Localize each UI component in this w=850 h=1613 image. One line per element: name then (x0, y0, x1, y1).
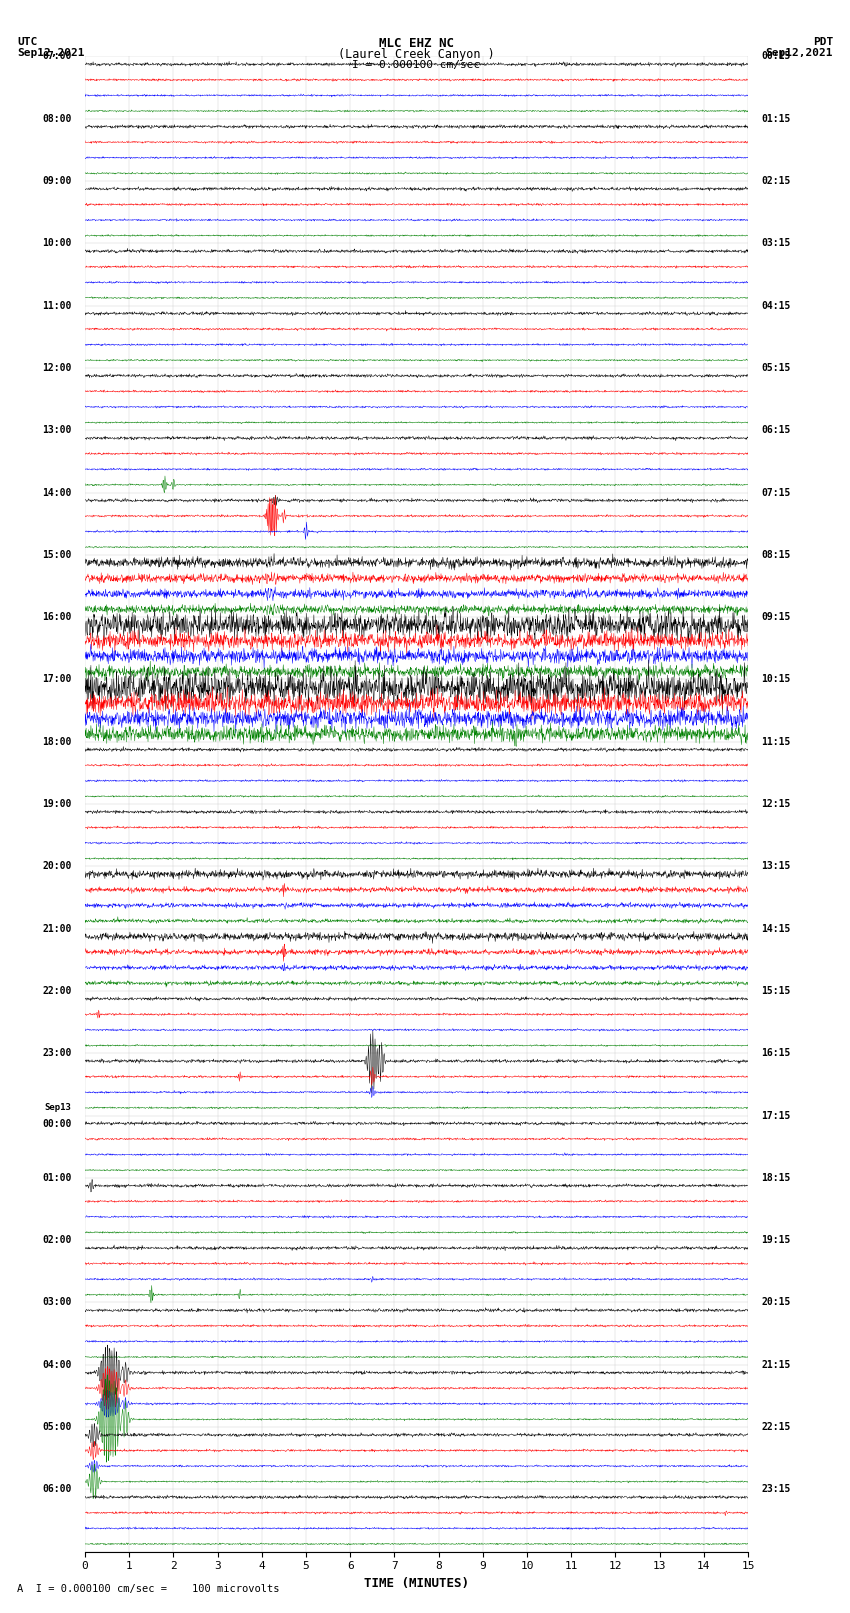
Text: 17:00: 17:00 (42, 674, 71, 684)
Text: 07:00: 07:00 (42, 52, 71, 61)
Text: 21:15: 21:15 (762, 1360, 790, 1369)
Text: 14:00: 14:00 (42, 487, 71, 497)
Text: 14:15: 14:15 (762, 924, 790, 934)
Text: 05:00: 05:00 (42, 1423, 71, 1432)
Text: 16:15: 16:15 (762, 1048, 790, 1058)
Text: PDT: PDT (813, 37, 833, 47)
Text: 11:15: 11:15 (762, 737, 790, 747)
Text: 20:00: 20:00 (42, 861, 71, 871)
Text: 01:00: 01:00 (42, 1173, 71, 1182)
Text: I = 0.000100 cm/sec: I = 0.000100 cm/sec (353, 60, 480, 69)
Text: 13:15: 13:15 (762, 861, 790, 871)
Text: 08:15: 08:15 (762, 550, 790, 560)
Text: 07:15: 07:15 (762, 487, 790, 497)
Text: Sep13: Sep13 (45, 1103, 71, 1113)
Text: A  I = 0.000100 cm/sec =    100 microvolts: A I = 0.000100 cm/sec = 100 microvolts (17, 1584, 280, 1594)
Text: 21:00: 21:00 (42, 924, 71, 934)
Text: 16:00: 16:00 (42, 613, 71, 623)
Text: 18:00: 18:00 (42, 737, 71, 747)
Text: 03:00: 03:00 (42, 1297, 71, 1308)
Text: 12:15: 12:15 (762, 798, 790, 810)
Text: MLC EHZ NC: MLC EHZ NC (379, 37, 454, 50)
Text: 22:00: 22:00 (42, 986, 71, 995)
Text: UTC: UTC (17, 37, 37, 47)
Text: Sep12,2021: Sep12,2021 (17, 48, 84, 58)
Text: 22:15: 22:15 (762, 1423, 790, 1432)
Text: 19:00: 19:00 (42, 798, 71, 810)
Text: 19:15: 19:15 (762, 1236, 790, 1245)
Text: 11:00: 11:00 (42, 300, 71, 311)
Text: 23:00: 23:00 (42, 1048, 71, 1058)
Text: 10:15: 10:15 (762, 674, 790, 684)
Text: 04:00: 04:00 (42, 1360, 71, 1369)
Text: 13:00: 13:00 (42, 426, 71, 436)
Text: 08:00: 08:00 (42, 115, 71, 124)
X-axis label: TIME (MINUTES): TIME (MINUTES) (364, 1578, 469, 1590)
Text: 00:00: 00:00 (42, 1119, 71, 1129)
Text: 02:00: 02:00 (42, 1236, 71, 1245)
Text: 09:15: 09:15 (762, 613, 790, 623)
Text: 20:15: 20:15 (762, 1297, 790, 1308)
Text: 03:15: 03:15 (762, 239, 790, 248)
Text: 02:15: 02:15 (762, 176, 790, 185)
Text: Sep12,2021: Sep12,2021 (766, 48, 833, 58)
Text: 00:15: 00:15 (762, 52, 790, 61)
Text: 06:00: 06:00 (42, 1484, 71, 1494)
Text: 04:15: 04:15 (762, 300, 790, 311)
Text: 17:15: 17:15 (762, 1111, 790, 1121)
Text: 15:00: 15:00 (42, 550, 71, 560)
Text: (Laurel Creek Canyon ): (Laurel Creek Canyon ) (338, 48, 495, 61)
Text: 06:15: 06:15 (762, 426, 790, 436)
Text: 15:15: 15:15 (762, 986, 790, 995)
Text: 09:00: 09:00 (42, 176, 71, 185)
Text: 01:15: 01:15 (762, 115, 790, 124)
Text: 18:15: 18:15 (762, 1173, 790, 1182)
Text: 05:15: 05:15 (762, 363, 790, 373)
Text: 12:00: 12:00 (42, 363, 71, 373)
Text: 10:00: 10:00 (42, 239, 71, 248)
Text: 23:15: 23:15 (762, 1484, 790, 1494)
